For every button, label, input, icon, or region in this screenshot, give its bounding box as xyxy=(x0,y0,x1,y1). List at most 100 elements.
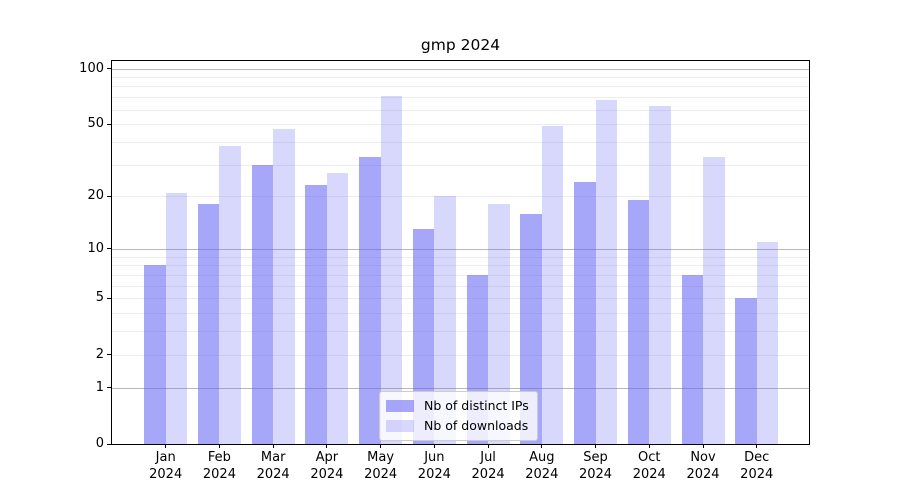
bar-distinct-ips xyxy=(412,229,435,444)
bar-downloads xyxy=(219,145,241,444)
legend-swatch-downloads xyxy=(386,419,414,432)
bar-downloads xyxy=(541,125,564,444)
gridline-minor xyxy=(112,164,809,166)
y-tick-label: 0 xyxy=(95,436,104,451)
gridline-minor xyxy=(112,97,809,99)
chart-title: gmp 2024 xyxy=(420,36,501,54)
bar-downloads xyxy=(273,129,295,444)
x-tick-year: 2024 xyxy=(740,466,774,482)
y-tick-mark xyxy=(107,123,112,125)
x-tick-mark xyxy=(380,444,382,448)
gridline-minor xyxy=(112,196,809,198)
x-tick-label: Mar 2024 xyxy=(233,450,313,483)
x-tick-mark xyxy=(648,444,650,448)
y-tick-label: 10 xyxy=(87,240,104,256)
bar-distinct-ips xyxy=(359,157,381,444)
bar-downloads xyxy=(756,241,779,444)
legend-item-downloads: Nb of downloads xyxy=(386,417,529,434)
gridline-minor xyxy=(112,313,809,315)
x-tick-year: 2024 xyxy=(471,466,505,482)
gridline-minor xyxy=(112,256,809,258)
y-tick-mark xyxy=(107,387,112,389)
legend-item-distinct-ips: Nb of distinct IPs xyxy=(386,397,529,414)
gridline-minor xyxy=(112,141,809,143)
x-tick-year: 2024 xyxy=(202,466,236,482)
legend-label-downloads: Nb of downloads xyxy=(424,418,529,433)
x-tick-mark xyxy=(326,444,328,448)
x-tick-mark xyxy=(433,444,435,448)
gridline-minor xyxy=(112,354,809,356)
bar-distinct-ips xyxy=(627,200,650,444)
y-tick-label: 2 xyxy=(95,346,104,362)
x-tick-label: Jul 2024 xyxy=(448,450,528,483)
gridline-minor xyxy=(112,298,809,300)
bar-distinct-ips xyxy=(735,298,757,444)
gridline-minor xyxy=(112,274,809,276)
gridline-minor xyxy=(112,86,809,88)
x-tick-mark xyxy=(165,444,167,448)
x-tick-month: Sep xyxy=(583,450,608,465)
x-tick-year: 2024 xyxy=(686,466,720,482)
gridline-major xyxy=(112,387,809,389)
bar-distinct-ips xyxy=(574,182,596,444)
x-tick-mark xyxy=(272,444,274,448)
x-tick-month: Jul xyxy=(480,450,496,465)
bar-downloads xyxy=(649,105,671,444)
x-tick-label: Aug 2024 xyxy=(502,450,582,483)
x-tick-month: Oct xyxy=(638,450,661,465)
bar-distinct-ips xyxy=(197,204,220,444)
bar-downloads xyxy=(380,96,403,444)
x-tick-label: Jun 2024 xyxy=(394,450,474,483)
gridline-minor xyxy=(112,124,809,126)
legend-label-distinct-ips: Nb of distinct IPs xyxy=(424,398,529,413)
x-tick-year: 2024 xyxy=(310,466,344,482)
plot-area: 0 1 2 5 10 20 50 100 Jan 2024 Feb 2024 Mar 2024 Apr 202… xyxy=(79,60,810,482)
x-tick-year: 2024 xyxy=(364,466,398,482)
x-tick-year: 2024 xyxy=(149,466,183,482)
x-tick-month: Nov xyxy=(690,450,716,465)
y-tick-mark xyxy=(107,68,112,69)
y-tick-label: 50 xyxy=(87,116,104,132)
x-tick-mark xyxy=(595,444,597,448)
x-tick-mark xyxy=(541,444,543,448)
bar-distinct-ips xyxy=(305,185,327,444)
x-tick-label: Oct 2024 xyxy=(609,450,689,483)
x-tick-year: 2024 xyxy=(525,466,559,482)
x-tick-month: Jan xyxy=(155,450,176,465)
x-tick-month: May xyxy=(367,450,395,465)
bar-downloads xyxy=(165,192,188,444)
x-tick-mark xyxy=(702,444,704,448)
gridline-minor xyxy=(112,109,809,111)
bar-downloads xyxy=(703,157,725,444)
x-tick-month: Jun xyxy=(424,450,445,465)
x-tick-year: 2024 xyxy=(256,466,290,482)
gridline-minor xyxy=(112,285,809,287)
x-tick-label: Feb 2024 xyxy=(179,450,259,483)
x-tick-mark xyxy=(487,444,489,448)
x-tick-year: 2024 xyxy=(417,466,451,482)
y-tick-mark xyxy=(107,354,112,356)
legend: Nb of distinct IPs Nb of downloads xyxy=(379,391,538,441)
x-tick-month: Apr xyxy=(315,450,339,465)
bar-distinct-ips xyxy=(520,213,542,444)
y-tick-label: 20 xyxy=(87,188,104,204)
y-tick-mark xyxy=(107,443,112,445)
y-tick-label: 5 xyxy=(95,290,104,306)
x-tick-year: 2024 xyxy=(578,466,613,482)
x-tick-month: Dec xyxy=(744,450,770,465)
legend-swatch-distinct-ips xyxy=(386,399,414,412)
gridline-minor xyxy=(112,331,809,333)
gridline-minor xyxy=(112,265,809,267)
x-tick-mark xyxy=(756,444,758,448)
y-tick-label: 1 xyxy=(95,379,104,395)
x-tick-year: 2024 xyxy=(632,466,666,482)
x-tick-month: Feb xyxy=(207,450,231,465)
bar-distinct-ips xyxy=(251,164,274,444)
gridline-major xyxy=(112,248,809,250)
bar-downloads xyxy=(595,99,618,444)
bar-downloads xyxy=(434,196,456,444)
x-tick-month: Mar xyxy=(260,450,286,465)
x-tick-label: May 2024 xyxy=(341,450,421,483)
y-tick-mark xyxy=(107,248,112,250)
